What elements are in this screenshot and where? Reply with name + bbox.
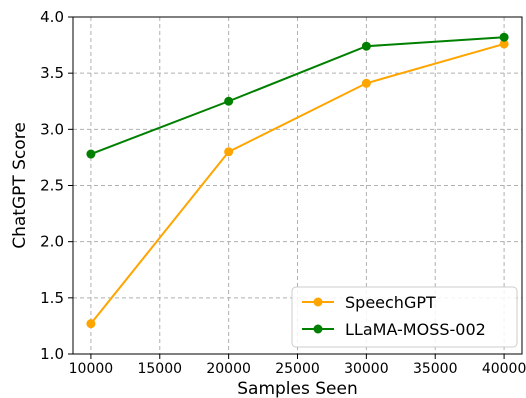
x-axis-label: Samples Seen <box>237 379 358 398</box>
data-point <box>86 149 96 159</box>
series-line <box>90 36 505 155</box>
series-0 <box>86 39 509 329</box>
series-1 <box>86 32 509 159</box>
y-tick-label: 2.0 <box>40 233 64 251</box>
legend-box <box>291 286 518 348</box>
series-line <box>90 42 505 325</box>
y-tick-label: 1.0 <box>40 345 64 363</box>
x-tick-label: 10000 <box>69 361 114 377</box>
data-point <box>224 147 234 157</box>
series-layer <box>86 32 509 329</box>
y-tick-label: 1.5 <box>40 289 64 307</box>
x-axis-ticks: 10000 15000 20000 25000 30000 35000 40000 <box>69 354 526 377</box>
data-point <box>499 39 509 49</box>
y-axis-ticks: 1.0 1.5 2.0 2.5 3.0 3.5 4.0 <box>40 8 73 363</box>
x-tick-label: 15000 <box>137 361 182 377</box>
data-point <box>224 96 234 106</box>
x-tick-label: 35000 <box>413 361 458 377</box>
data-point <box>361 78 371 88</box>
y-tick-label: 2.5 <box>40 177 64 195</box>
data-point <box>86 319 96 329</box>
legend-label: LLaMA-MOSS-002 <box>345 320 486 339</box>
data-point <box>499 32 509 42</box>
y-tick-label: 3.0 <box>40 120 64 138</box>
y-tick-label: 3.5 <box>40 64 64 82</box>
data-point <box>361 41 371 51</box>
legend-marker <box>313 324 323 334</box>
legend: SpeechGPT LLaMA-MOSS-002 <box>291 286 518 348</box>
x-tick-label: 20000 <box>206 361 251 377</box>
x-tick-label: 30000 <box>344 361 389 377</box>
y-axis-label: ChatGPT Score <box>10 122 30 249</box>
y-tick-label: 4.0 <box>40 8 64 26</box>
x-tick-label: 40000 <box>482 361 526 377</box>
legend-marker <box>313 297 323 307</box>
legend-label: SpeechGPT <box>345 293 436 312</box>
x-tick-label: 25000 <box>275 361 320 377</box>
